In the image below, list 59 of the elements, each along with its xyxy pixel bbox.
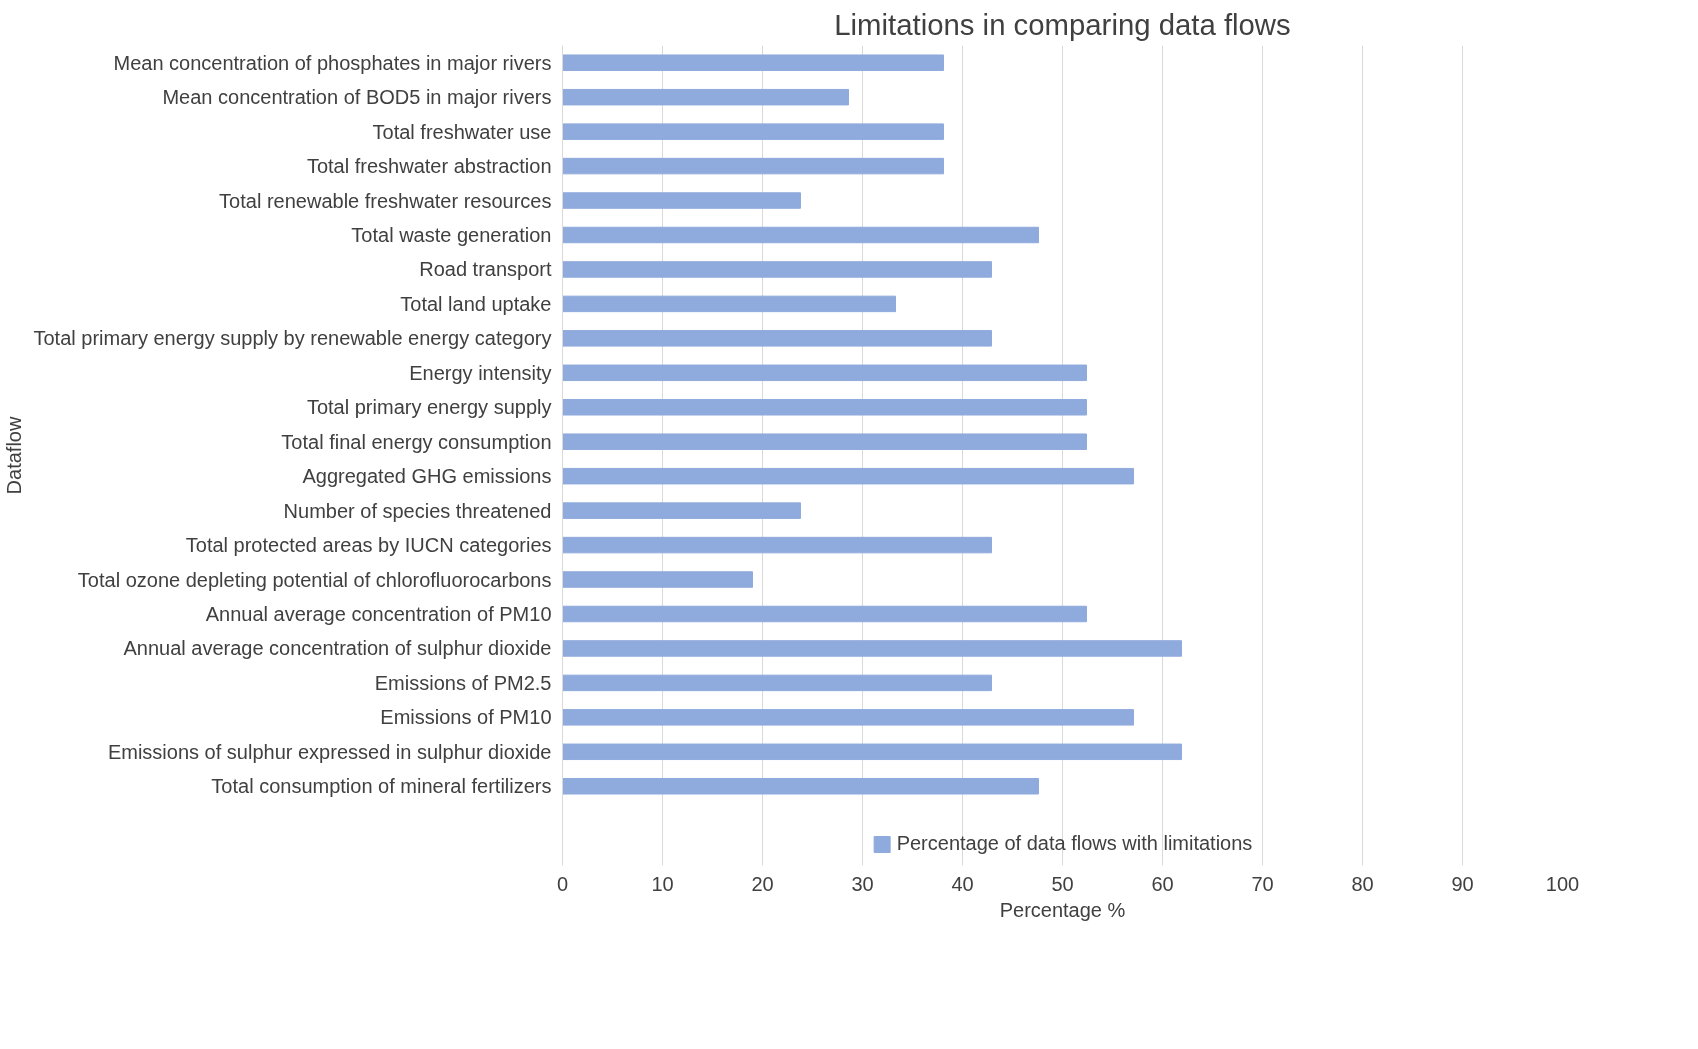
- y-tick-label: Total freshwater abstraction: [306, 155, 552, 178]
- y-tick-label: Mean concentration of BOD5 in major rivers: [162, 86, 552, 109]
- bar: [562, 640, 1182, 657]
- x-tick-label: 90: [1451, 872, 1474, 895]
- bar: [562, 467, 1134, 485]
- y-tick-label: Number of species threatened: [283, 499, 552, 522]
- bar: [562, 502, 801, 519]
- bar: [562, 536, 992, 554]
- y-tick-label: Total land uptake: [400, 292, 552, 315]
- y-tick-label: Total ozone depleting potential of chlorofluorocarbons: [77, 568, 552, 591]
- y-tick-label: Aggregated GHG emissions: [302, 465, 552, 488]
- bar: [562, 709, 1134, 726]
- y-tick-label: Annual average concentration of PM10: [205, 602, 552, 625]
- bar: [562, 674, 992, 692]
- x-tick-label: 100: [1545, 872, 1580, 895]
- y-tick-label: Emissions of PM10: [380, 706, 552, 729]
- y-tick-label: Total waste generation: [351, 224, 552, 246]
- x-tick-label: 70: [1251, 872, 1274, 895]
- bar: [562, 433, 1087, 450]
- bar: [562, 295, 896, 313]
- x-tick-label: 40: [951, 872, 974, 895]
- bar: [562, 605, 1087, 623]
- legend-label: Percentage of data flows with limitations: [896, 832, 1253, 855]
- bar: [562, 364, 1087, 382]
- y-tick-label: Emissions of PM2.5: [374, 671, 552, 694]
- bar: [562, 330, 992, 347]
- bar: [562, 226, 1039, 244]
- bar: [562, 88, 849, 106]
- bar: [562, 399, 1087, 416]
- bar: [562, 157, 944, 175]
- y-tick-label: Road transport: [419, 258, 552, 281]
- y-tick-label: Total primary energy supply by renewable energy category: [33, 327, 552, 350]
- y-tick-label: Total freshwater use: [372, 120, 552, 143]
- x-tick-label: 20: [751, 872, 774, 895]
- bar: [562, 123, 944, 140]
- y-tick-label: Total renewable freshwater resources: [219, 189, 552, 212]
- chart-title: Limitations in comparing data flows: [834, 7, 1291, 41]
- bar: [562, 743, 1182, 761]
- x-tick-label: 10: [651, 872, 674, 895]
- x-tick-label: 0: [556, 872, 569, 895]
- y-tick-label: Annual average concentration of sulphur dioxide: [123, 637, 552, 660]
- y-tick-label: Total primary energy supply: [306, 396, 552, 419]
- bar: [562, 571, 753, 588]
- x-tick-label: 80: [1351, 872, 1374, 895]
- y-tick-label: Energy intensity: [409, 361, 552, 384]
- x-tick-label: 30: [851, 872, 874, 895]
- y-tick-label: Mean concentration of phosphates in major rivers: [113, 51, 552, 74]
- bar: [562, 54, 944, 71]
- y-axis-title: Dataflow: [3, 416, 26, 495]
- x-tick-label: 50: [1051, 872, 1074, 895]
- bar: [562, 192, 801, 209]
- y-tick-label: Total final energy consumption: [281, 430, 552, 453]
- x-tick-label: 60: [1151, 872, 1174, 895]
- bar: [562, 261, 992, 278]
- y-tick-label: Emissions of sulphur expressed in sulphur dioxide: [107, 740, 552, 763]
- y-tick-label: Total consumption of mineral fertilizers: [211, 775, 552, 798]
- y-tick-label: Total protected areas by IUCN categories: [185, 534, 552, 557]
- bar: [562, 778, 1039, 795]
- x-axis-title: Percentage %: [999, 898, 1126, 921]
